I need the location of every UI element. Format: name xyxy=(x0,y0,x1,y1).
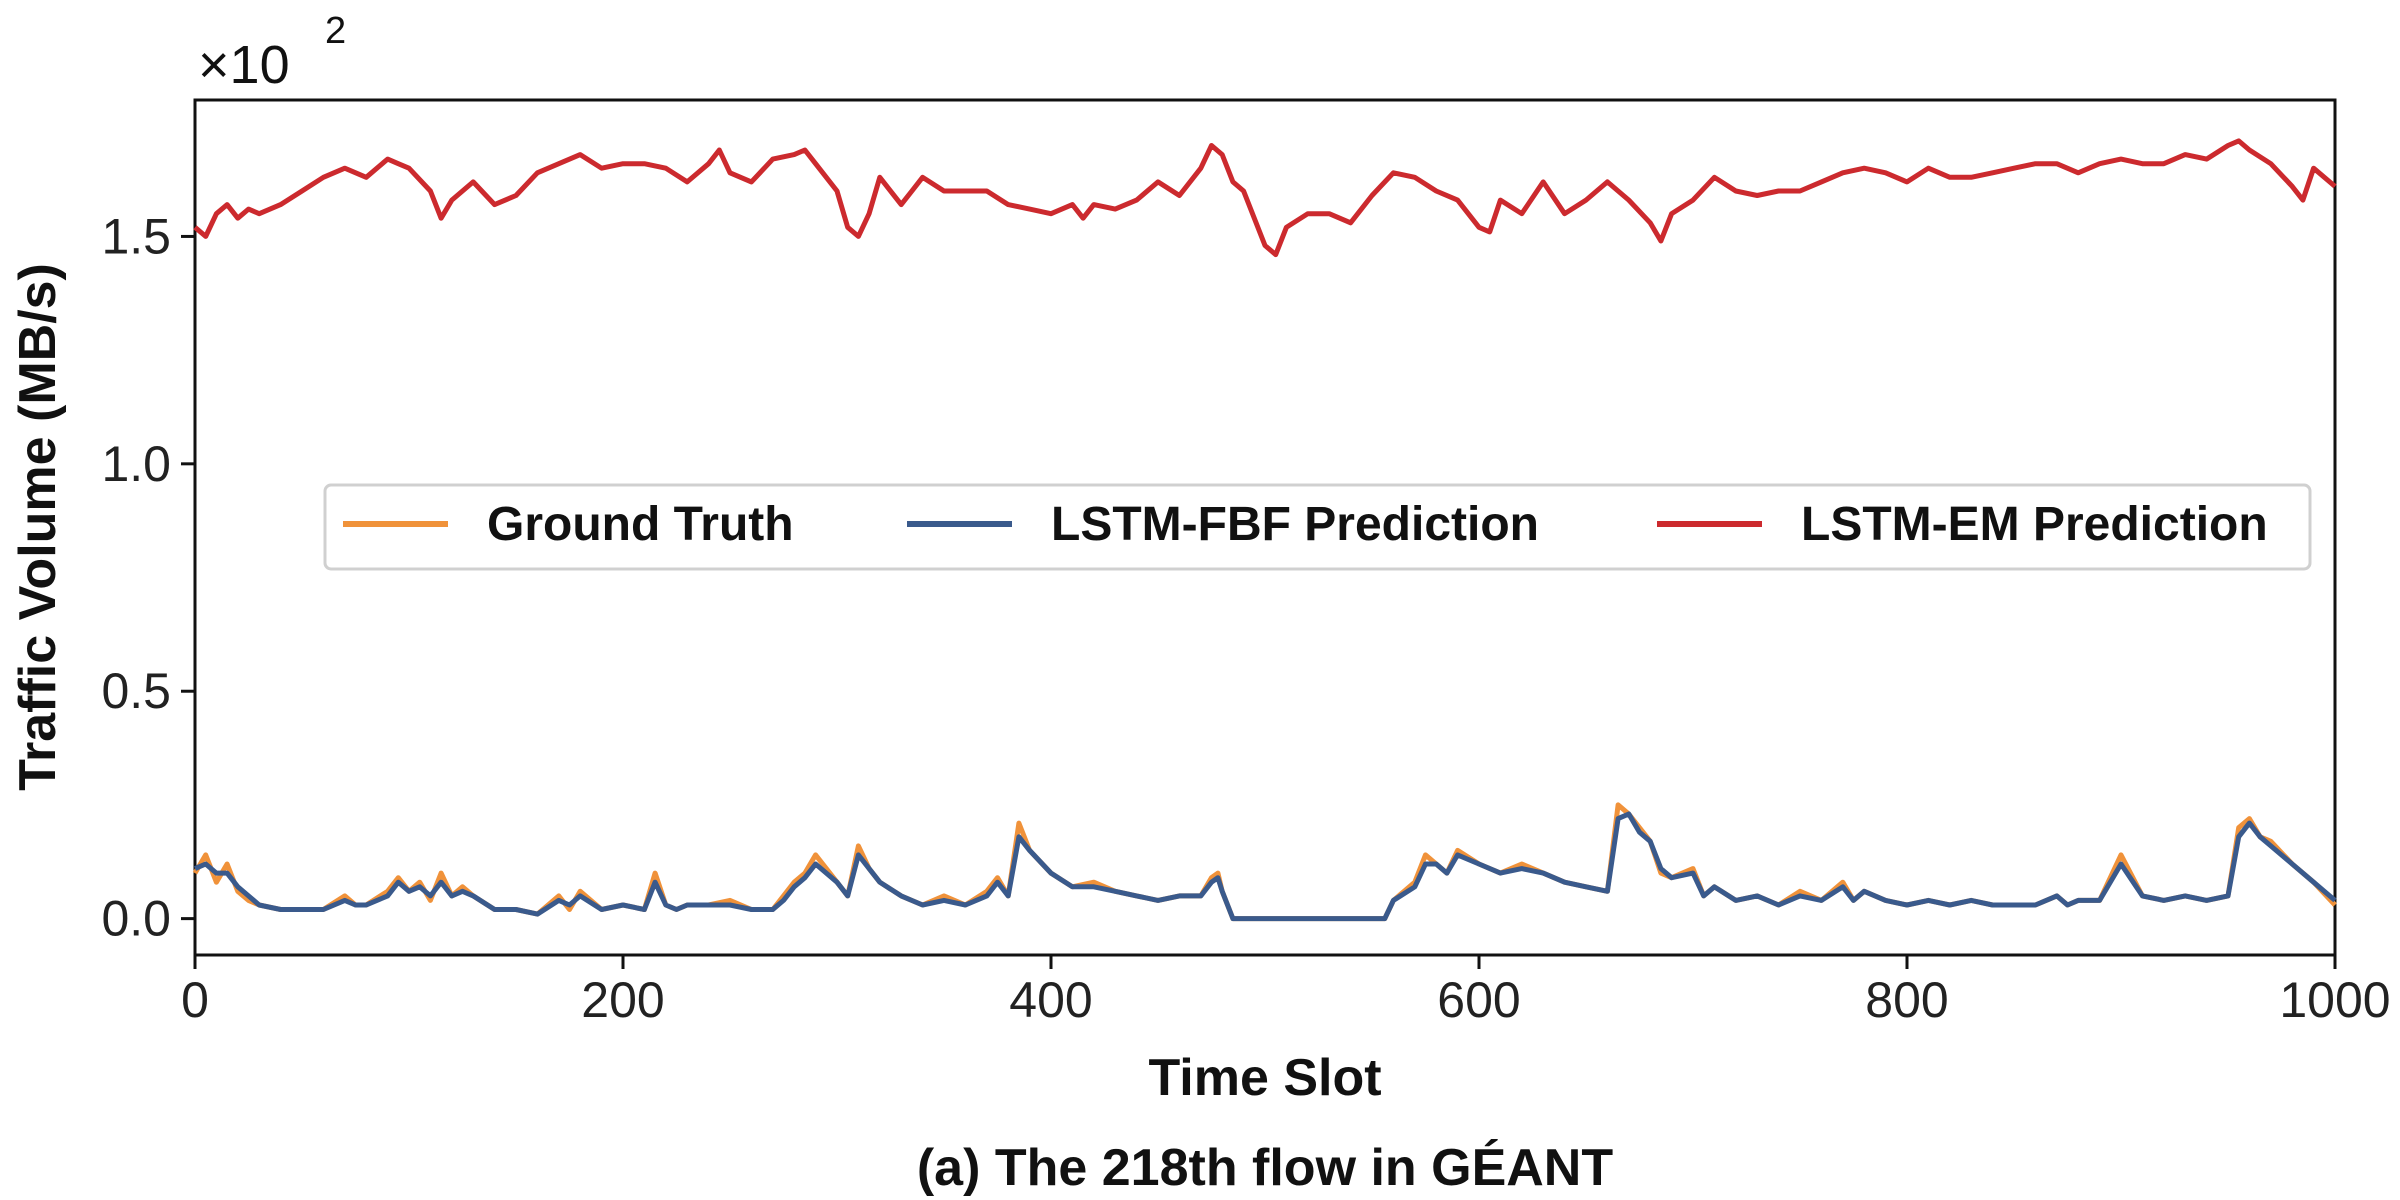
y-multiplier-exponent: 2 xyxy=(325,10,346,52)
y-axis-ticks: 0.0 0.5 1.0 1.5 xyxy=(101,208,195,947)
series-line-ground-truth xyxy=(192,802,2337,922)
x-axis-label: Time Slot xyxy=(1148,1049,1381,1107)
legend-label-lstm-em: LSTM-EM Prediction xyxy=(1801,498,2268,551)
x-tick-label: 600 xyxy=(1437,972,1520,1028)
plot-frame xyxy=(193,98,2337,957)
x-tick-label: 200 xyxy=(581,972,664,1028)
y-multiplier-base: ×10 xyxy=(198,35,290,95)
legend-label-lstm-fbf: LSTM-FBF Prediction xyxy=(1051,498,1539,551)
x-tick-label: 0 xyxy=(181,972,209,1028)
y-tick-label: 0.5 xyxy=(101,663,171,719)
y-tick-label: 1.0 xyxy=(101,436,171,492)
y-axis-label: Traffic Volume (MB/s) xyxy=(9,263,67,791)
series-line-lstm-em xyxy=(193,138,2337,258)
x-axis-ticks: 0 200 400 600 800 1000 xyxy=(181,955,2391,1028)
x-tick-label: 1000 xyxy=(2279,972,2390,1028)
legend-label-ground-truth: Ground Truth xyxy=(487,498,794,551)
series-layer xyxy=(192,138,2337,922)
legend: Ground Truth LSTM-FBF Prediction LSTM-EM… xyxy=(323,483,2312,571)
y-tick-label: 0.0 xyxy=(101,891,171,947)
figure-caption: (a) The 218th flow in GÉANT xyxy=(917,1139,1613,1197)
x-tick-label: 800 xyxy=(1865,972,1948,1028)
series-line-lstm-fbf xyxy=(194,811,2337,922)
y-tick-label: 1.5 xyxy=(101,208,171,264)
legend-box xyxy=(323,483,2312,571)
x-tick-label: 400 xyxy=(1009,972,1092,1028)
